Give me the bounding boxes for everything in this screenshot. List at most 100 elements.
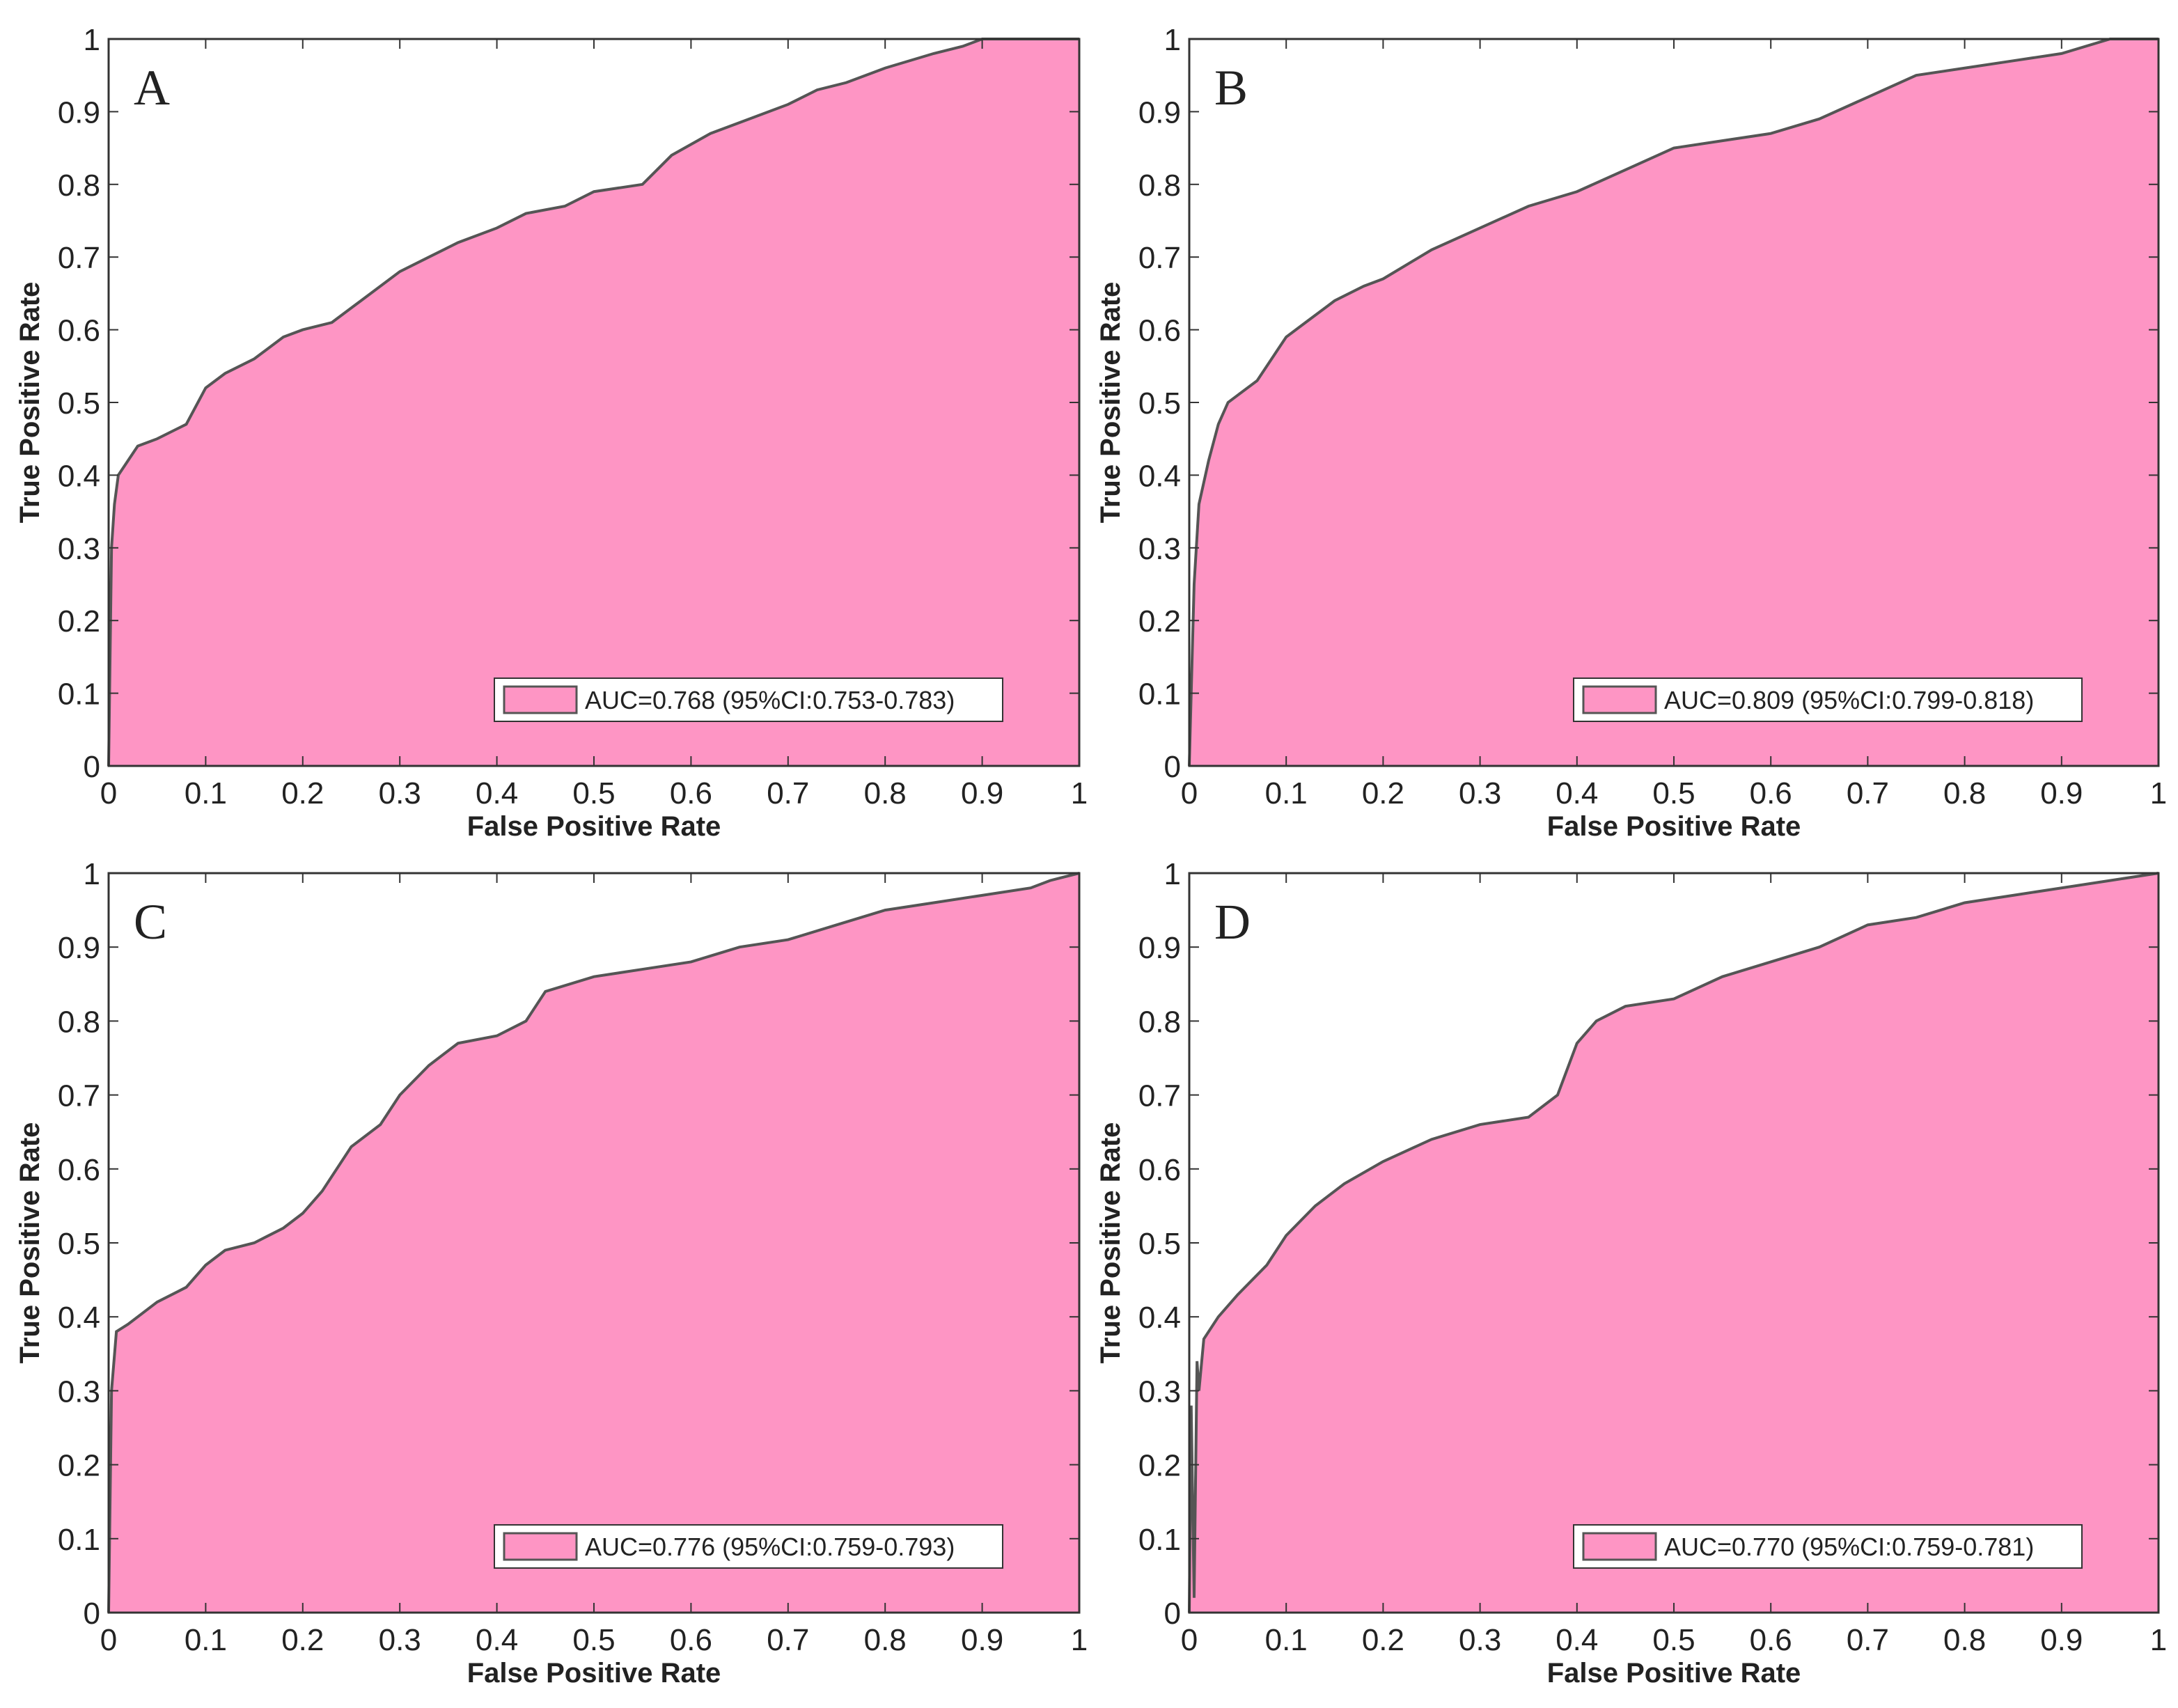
x-tick-label-c: 0.3 bbox=[379, 1623, 421, 1657]
panel-letter-c: C bbox=[134, 894, 167, 950]
x-tick-label-a: 0.5 bbox=[572, 776, 615, 810]
x-tick-label-c: 0.7 bbox=[767, 1623, 809, 1657]
legend-b: AUC=0.809 (95%CI:0.799-0.818) bbox=[1573, 677, 2083, 722]
roc-panel-a: 0 0.1 0.2 0.3 0.4 0.5 0.6 0.7 0.8 0.9 1 0 0.1 0.2 0.3 0… bbox=[15, 23, 1088, 842]
y-tick-label-a: 0.5 bbox=[58, 386, 100, 421]
x-tick-label-c: 1 bbox=[1071, 1623, 1088, 1657]
y-tick-label-d: 0.2 bbox=[1138, 1449, 1181, 1483]
x-tick-label-d: 0.4 bbox=[1556, 1623, 1598, 1657]
panel-letter-b: B bbox=[1214, 60, 1248, 116]
roc-area-b bbox=[1189, 39, 2159, 766]
y-tick-label-d: 0.6 bbox=[1138, 1153, 1181, 1187]
y-tick-label-b: 0.4 bbox=[1138, 459, 1181, 493]
panels: 0 0.1 0.2 0.3 0.4 0.5 0.6 0.7 0.8 0.9 1 0 0.1 0.2 0.3 0… bbox=[15, 23, 2167, 1689]
y-tick-label-c: 0.5 bbox=[58, 1227, 100, 1261]
x-tick-label-d: 0.1 bbox=[1265, 1623, 1308, 1657]
legend-swatch-c bbox=[503, 1532, 578, 1561]
y-tick-label-c: 0.8 bbox=[58, 1005, 100, 1039]
roc-panel-d: 0 0.1 0.2 0.3 0.4 0.5 0.6 0.7 0.8 0.9 1 0 0.1 0.2 0.3 0… bbox=[1095, 857, 2167, 1689]
x-tick-label-a: 0.3 bbox=[379, 776, 421, 810]
y-tick-label-c: 0.2 bbox=[58, 1449, 100, 1483]
panel-letter-a: A bbox=[134, 60, 170, 116]
legend-box-d bbox=[1573, 1524, 2083, 1569]
legend-box-c bbox=[494, 1524, 1003, 1569]
x-tick-label-b: 0.7 bbox=[1847, 776, 1889, 810]
y-axis-label-c: True Positive Rate bbox=[15, 1122, 45, 1364]
x-axis-label-b: False Positive Rate bbox=[1547, 811, 1801, 842]
roc-area-d bbox=[1189, 873, 2159, 1613]
y-tick-label-a: 1 bbox=[84, 23, 100, 57]
legend-d: AUC=0.770 (95%CI:0.759-0.781) bbox=[1573, 1524, 2083, 1569]
x-tick-label-b: 0.4 bbox=[1556, 776, 1598, 810]
x-tick-label-d: 0.3 bbox=[1459, 1623, 1501, 1657]
x-tick-label-c: 0.8 bbox=[864, 1623, 907, 1657]
roc-area-c bbox=[109, 873, 1079, 1613]
x-tick-label-d: 0.9 bbox=[2040, 1623, 2083, 1657]
x-axis-label-c: False Positive Rate bbox=[467, 1658, 721, 1689]
y-tick-label-a: 0.3 bbox=[58, 532, 100, 566]
roc-panel-c: 0 0.1 0.2 0.3 0.4 0.5 0.6 0.7 0.8 0.9 1 0 0.1 0.2 0.3 0… bbox=[15, 857, 1088, 1689]
y-axis-label-d: True Positive Rate bbox=[1095, 1122, 1126, 1364]
legend-swatch-d bbox=[1582, 1532, 1657, 1561]
y-tick-label-c: 0.7 bbox=[58, 1079, 100, 1113]
roc-curve-a bbox=[107, 38, 1079, 767]
y-axis-label-b: True Positive Rate bbox=[1095, 282, 1126, 524]
legend-label-c: AUC=0.776 (95%CI:0.759-0.793) bbox=[585, 1533, 955, 1561]
x-axis-label-a: False Positive Rate bbox=[467, 811, 721, 842]
x-tick-label-b: 0.5 bbox=[1652, 776, 1695, 810]
y-tick-label-d: 0.3 bbox=[1138, 1374, 1181, 1409]
y-tick-label-d: 0.4 bbox=[1138, 1301, 1181, 1335]
y-tick-label-b: 0.6 bbox=[1138, 314, 1181, 348]
legend-a: AUC=0.768 (95%CI:0.753-0.783) bbox=[494, 677, 1003, 722]
x-tick-label-c: 0 bbox=[100, 1623, 117, 1657]
y-tick-label-d: 0.7 bbox=[1138, 1079, 1181, 1113]
y-tick-label-a: 0.1 bbox=[58, 677, 100, 712]
x-tick-label-b: 0 bbox=[1181, 776, 1198, 810]
y-tick-label-b: 0.7 bbox=[1138, 241, 1181, 275]
x-tick-label-a: 0 bbox=[100, 776, 117, 810]
x-tick-label-b: 0.6 bbox=[1750, 776, 1792, 810]
y-tick-label-b: 0 bbox=[1164, 750, 1181, 784]
y-tick-label-a: 0.9 bbox=[58, 95, 100, 130]
roc-curve-c bbox=[107, 872, 1080, 1613]
x-tick-label-a: 0.2 bbox=[281, 776, 324, 810]
x-tick-label-a: 0.9 bbox=[961, 776, 1003, 810]
x-tick-label-d: 0.7 bbox=[1847, 1623, 1889, 1657]
y-tick-label-c: 1 bbox=[84, 857, 100, 891]
x-tick-label-d: 0 bbox=[1181, 1623, 1198, 1657]
y-axis-label-a: True Positive Rate bbox=[15, 282, 45, 524]
y-tick-label-c: 0.9 bbox=[58, 931, 100, 965]
y-tick-label-b: 0.3 bbox=[1138, 532, 1181, 566]
x-tick-label-b: 0.8 bbox=[1943, 776, 1986, 810]
y-tick-label-a: 0.6 bbox=[58, 314, 100, 348]
x-tick-label-b: 0.3 bbox=[1459, 776, 1501, 810]
y-tick-label-d: 0.1 bbox=[1138, 1523, 1181, 1557]
x-tick-label-b: 0.9 bbox=[2040, 776, 2083, 810]
y-tick-label-b: 0.5 bbox=[1138, 386, 1181, 421]
x-tick-label-c: 0.6 bbox=[670, 1623, 712, 1657]
x-tick-label-b: 0.1 bbox=[1265, 776, 1308, 810]
y-tick-label-d: 0.8 bbox=[1138, 1005, 1181, 1039]
y-tick-label-c: 0 bbox=[84, 1597, 100, 1631]
x-tick-label-a: 0.6 bbox=[670, 776, 712, 810]
y-tick-label-b: 0.1 bbox=[1138, 677, 1181, 712]
x-tick-label-c: 0.5 bbox=[572, 1623, 615, 1657]
x-tick-label-a: 0.8 bbox=[864, 776, 907, 810]
y-tick-label-a: 0 bbox=[84, 750, 100, 784]
x-tick-label-d: 0.2 bbox=[1362, 1623, 1404, 1657]
y-tick-label-d: 1 bbox=[1164, 857, 1181, 891]
legend-c: AUC=0.776 (95%CI:0.759-0.793) bbox=[494, 1524, 1003, 1569]
x-tick-label-a: 0.1 bbox=[185, 776, 227, 810]
y-tick-label-b: 1 bbox=[1164, 23, 1181, 57]
x-tick-label-a: 0.4 bbox=[476, 776, 518, 810]
y-tick-label-c: 0.4 bbox=[58, 1301, 100, 1335]
x-tick-label-b: 1 bbox=[2150, 776, 2167, 810]
x-tick-label-a: 1 bbox=[1071, 776, 1088, 810]
y-tick-label-d: 0.9 bbox=[1138, 931, 1181, 965]
roc-panel-b: 0 0.1 0.2 0.3 0.4 0.5 0.6 0.7 0.8 0.9 1 0 0.1 0.2 0.3 0… bbox=[1095, 23, 2167, 842]
y-tick-label-a: 0.4 bbox=[58, 459, 100, 493]
x-tick-label-d: 0.8 bbox=[1943, 1623, 1986, 1657]
y-tick-label-a: 0.8 bbox=[58, 169, 100, 203]
x-tick-label-c: 0.1 bbox=[185, 1623, 227, 1657]
